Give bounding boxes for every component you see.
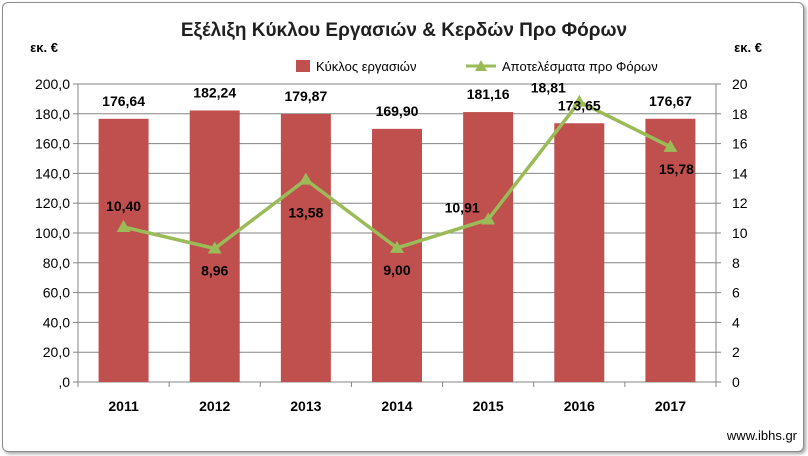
- line-point-marker: [481, 212, 496, 225]
- right-tick-label: 12: [732, 195, 748, 211]
- right-tick-label: 6: [732, 285, 740, 301]
- left-tick-label: 160,0: [35, 136, 70, 152]
- line-point-marker: [298, 172, 313, 185]
- left-tick-label: 120,0: [35, 195, 70, 211]
- left-tick-label: 180,0: [35, 106, 70, 122]
- right-tick-label: 10: [732, 225, 748, 241]
- right-tick-label: 4: [732, 314, 740, 330]
- right-axis-unit-label: εκ. €: [734, 40, 762, 55]
- bar-value-label: 176,64: [102, 93, 145, 109]
- right-tick-label: 14: [732, 165, 748, 181]
- line-point-marker: [116, 220, 131, 233]
- chart-title: Εξέλιξη Κύκλου Εργασιών & Κερδών Προ Φόρ…: [181, 20, 627, 41]
- bar: [280, 113, 331, 382]
- legend-marker-triangle: [475, 60, 487, 71]
- bar-value-label: 181,16: [467, 86, 510, 102]
- x-tick-label: 2013: [290, 398, 321, 414]
- line-point-marker: [663, 139, 678, 152]
- bar: [98, 118, 149, 382]
- bar-value-label: 176,67: [649, 93, 692, 109]
- x-tick-label: 2014: [381, 398, 412, 414]
- line-value-label: 18,81: [531, 80, 566, 96]
- line-point-marker: [207, 241, 222, 254]
- bar: [554, 123, 605, 382]
- legend: Κύκλος εργασιών Αποτελέσματα προ Φόρων: [296, 59, 658, 74]
- bar-value-label: 179,87: [284, 88, 327, 104]
- left-axis-unit-label: εκ. €: [30, 40, 58, 55]
- right-tick-label: 2: [732, 344, 740, 360]
- bar: [645, 118, 696, 382]
- legend-label-line: Αποτελέσματα προ Φόρων: [502, 59, 658, 74]
- line-value-label: 8,96: [201, 262, 228, 278]
- bar-value-label: 169,90: [376, 103, 419, 119]
- line-value-label: 10,40: [106, 198, 141, 214]
- line-value-label: 10,91: [445, 199, 480, 215]
- watermark-text: www.ibhs.gr: [726, 428, 798, 443]
- gridlines: [78, 83, 716, 353]
- x-tick-label: 2016: [564, 398, 595, 414]
- right-tick-label: 8: [732, 255, 740, 271]
- right-tick-label: 0: [732, 374, 740, 390]
- x-tick-label: 2011: [108, 398, 139, 414]
- line-value-label: 13,58: [288, 205, 323, 221]
- bar: [372, 128, 422, 382]
- legend-swatch-bar: [296, 60, 310, 72]
- left-tick-label: 100,0: [35, 225, 70, 241]
- line-value-label: 15,78: [659, 161, 694, 177]
- right-tick-label: 18: [732, 106, 748, 122]
- left-tick-label: ,0: [58, 374, 70, 390]
- bar-series: [98, 110, 696, 383]
- bar: [463, 112, 514, 383]
- line-value-label: 9,00: [383, 262, 410, 278]
- line-point-marker: [390, 240, 404, 253]
- right-tick-label: 20: [732, 76, 748, 92]
- left-tick-label: 200,0: [35, 76, 70, 92]
- left-tick-label: 60,0: [43, 285, 70, 301]
- left-tick-label: 80,0: [43, 255, 70, 271]
- data-labels: 176,64 182,24 179,87 169,90 181,16 173,65 176,…: [102, 80, 694, 279]
- left-tick-label: 20,0: [43, 344, 70, 360]
- left-tick-label: 40,0: [43, 314, 70, 330]
- line-series: [116, 94, 678, 254]
- x-tick-label: 2017: [655, 398, 686, 414]
- line-point-marker: [572, 94, 587, 107]
- bar-value-label: 182,24: [193, 84, 236, 100]
- bar-value-label: 173,65: [558, 97, 601, 113]
- legend-label-bar: Κύκλος εργασιών: [316, 59, 416, 74]
- axes: ,0 20,0 40,0 60,0 80,0 100,0 120,0 140,0 160,0 18…: [35, 76, 748, 414]
- right-tick-label: 16: [732, 136, 748, 152]
- x-tick-label: 2012: [199, 398, 230, 414]
- left-tick-label: 140,0: [35, 165, 70, 181]
- x-tick-label: 2015: [473, 398, 504, 414]
